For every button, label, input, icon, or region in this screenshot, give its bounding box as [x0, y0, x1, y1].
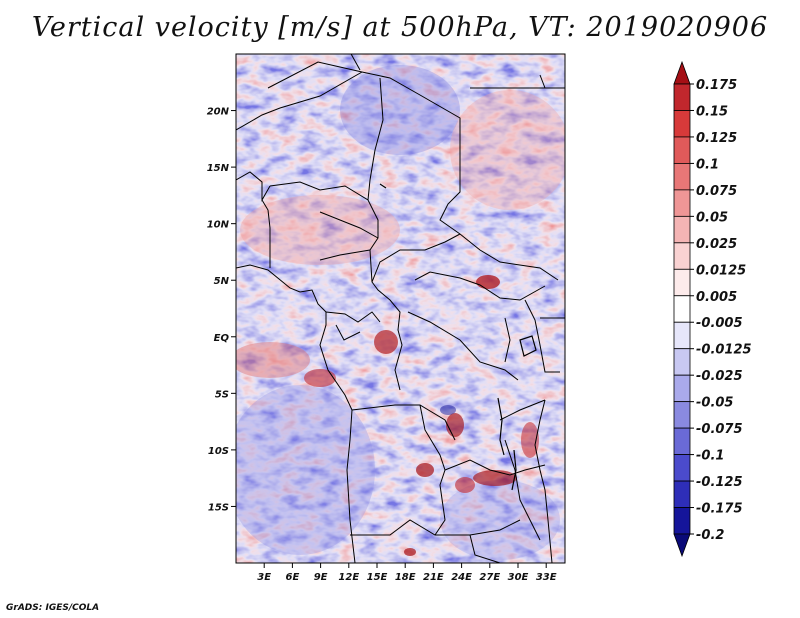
colorbar-bin	[673, 268, 691, 297]
colorbar-bin	[673, 374, 691, 403]
lat-tick-label: EQ	[214, 333, 230, 344]
colorbar-label: -0.05	[696, 396, 733, 411]
colorbar-label: 0.005	[696, 290, 737, 305]
colorbar-label: -0.075	[696, 422, 743, 437]
colorbar-bin	[673, 215, 691, 244]
lon-tick-label: 9E	[314, 572, 328, 583]
colorbar-min-triangle	[673, 533, 691, 558]
colorbar-bin	[673, 189, 691, 217]
field-overlays	[236, 65, 565, 560]
lat-tick-label: 5S	[215, 389, 229, 400]
colorbar-label: -0.175	[696, 502, 743, 517]
colorbar-label: 0.075	[696, 184, 737, 199]
colorbar-label: -0.0125	[696, 343, 752, 358]
colorbar-bin	[673, 83, 691, 111]
latitude-axis: 20N 15N 10N 5N EQ 5S 10S 15S	[207, 107, 236, 513]
lon-tick-label: 15E	[367, 572, 388, 583]
lon-tick-label: 30E	[508, 572, 529, 583]
colorbar-label: 0.05	[696, 210, 728, 225]
lon-tick-label: 33E	[536, 572, 557, 583]
grads-credit: GrADS: IGES/COLA	[6, 603, 100, 613]
colorbar-bin	[673, 110, 691, 138]
map-frame	[235, 53, 566, 564]
colorbar-label: -0.125	[696, 475, 743, 490]
lat-tick-label: 10S	[208, 446, 229, 457]
colorbar-label: 0.025	[696, 237, 737, 252]
colorbar-label: -0.2	[696, 528, 724, 543]
colorbar-bin	[673, 480, 691, 508]
colorbar-bin	[673, 401, 691, 429]
chart-title: Vertical velocity [m/s] at 500hPa, VT: 2…	[31, 12, 769, 43]
map-borders	[236, 54, 565, 563]
lat-tick-label: 10N	[207, 220, 230, 231]
lon-tick-label: 6E	[286, 572, 300, 583]
colorbar-bin	[673, 454, 691, 482]
lon-tick-label: 3E	[257, 572, 271, 583]
colorbar-label: -0.005	[696, 316, 743, 331]
colorbar-bin	[673, 242, 691, 270]
colorbar: 0.175 0.15 0.125 0.1 0.075 0.05 0.025 0.0125 0.0…	[673, 60, 752, 558]
colorbar-max-triangle	[673, 60, 691, 85]
colorbar-label: 0.15	[696, 104, 728, 119]
lakes	[379, 183, 537, 491]
lon-tick-label: 18E	[395, 572, 416, 583]
colorbar-label: -0.025	[696, 369, 743, 384]
colorbar-bin	[673, 507, 691, 535]
colorbar-bin	[673, 427, 691, 455]
colorbar-bin	[673, 321, 691, 350]
colorbar-bin	[673, 163, 691, 191]
colorbar-label: 0.1	[696, 157, 719, 172]
lat-tick-label: 15S	[208, 502, 229, 513]
lon-tick-label: 12E	[338, 572, 359, 583]
colorbar-label: 0.125	[696, 131, 737, 146]
lon-tick-label: 21E	[423, 572, 444, 583]
colorbar-label: -0.1	[696, 449, 724, 464]
lat-tick-label: 20N	[207, 107, 230, 118]
colorbar-bin	[673, 136, 691, 164]
longitude-axis: 3E 6E 9E 12E 15E 18E 21E 24E 27E 30E 33E	[257, 563, 557, 583]
colorbar-bin	[673, 348, 691, 376]
lat-tick-label: 5N	[214, 276, 230, 287]
lat-tick-label: 15N	[207, 163, 230, 174]
colorbar-label: 0.0125	[696, 263, 746, 278]
colorbar-label: 0.175	[696, 78, 737, 93]
colorbar-bin	[673, 295, 691, 323]
lon-tick-label: 27E	[479, 572, 500, 583]
lon-tick-label: 24E	[451, 572, 472, 583]
